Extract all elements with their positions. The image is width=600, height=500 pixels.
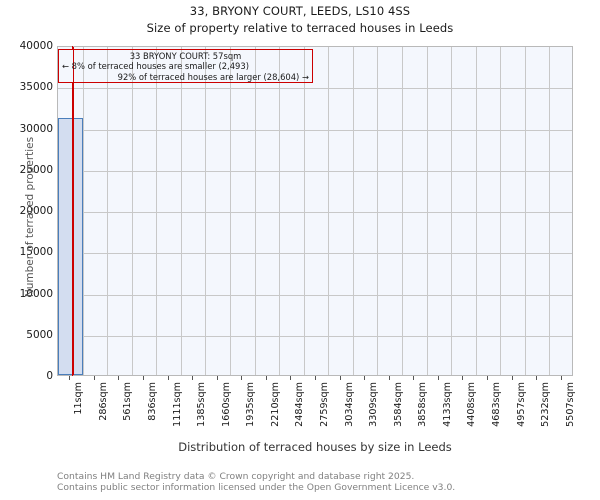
x-axis-tick-label: 836sqm	[147, 382, 158, 421]
x-axis-tick-mark	[438, 376, 439, 380]
property-marker-line-stub	[71, 46, 74, 49]
gridline	[427, 47, 428, 375]
x-axis-tick-label: 4133sqm	[441, 382, 453, 427]
x-axis-tick-mark	[561, 376, 562, 380]
x-axis-tick-mark	[512, 376, 513, 380]
y-axis-tick-label: 35000	[19, 81, 53, 94]
x-axis-tick-mark	[241, 376, 242, 380]
x-axis-tick-label: 286sqm	[97, 382, 109, 421]
x-axis-tick-mark	[389, 376, 390, 380]
x-axis-tick-mark	[118, 376, 119, 380]
attribution-footer: Contains HM Land Registry data © Crown c…	[57, 471, 455, 494]
gridline	[279, 47, 280, 375]
gridline	[353, 47, 354, 375]
annotation-larger-pct: 92% of terraced houses are larger (28,60…	[117, 71, 309, 82]
x-axis-tick-label: 3034sqm	[343, 382, 355, 427]
gridline	[58, 212, 572, 213]
x-axis-tick-label: 5507sqm	[564, 382, 576, 427]
x-axis-tick-mark	[168, 376, 169, 380]
y-axis-tick-label: 30000	[19, 122, 53, 135]
plot-area	[57, 46, 573, 376]
gridline	[255, 47, 256, 375]
property-marker-line-extension	[71, 83, 74, 376]
x-axis-tick-label: 3858sqm	[417, 382, 429, 427]
y-axis: 0 5000 10000 15000 20000 25000 30000 35000 40000	[0, 0, 53, 500]
x-axis-tick-mark	[462, 376, 463, 380]
x-axis-tick-mark	[266, 376, 267, 380]
x-axis-tick-mark	[315, 376, 316, 380]
property-annotation-box: 33 BRYONY COURT: 57sqm ← 8% of terraced …	[58, 49, 313, 83]
gridline	[58, 336, 572, 337]
x-axis-tick-label: 11sqm	[73, 382, 85, 415]
y-axis-tick-label: 40000	[19, 40, 53, 52]
property-marker-line	[72, 47, 75, 375]
y-axis-tick-label: 5000	[26, 328, 53, 341]
x-axis-tick-label: 4408sqm	[466, 382, 478, 427]
annotation-smaller-pct: ← 8% of terraced houses are smaller (2,4…	[62, 61, 249, 72]
y-axis-tick-label: 0	[46, 370, 53, 382]
gridline	[549, 47, 550, 375]
gridline	[156, 47, 157, 375]
gridline	[230, 47, 231, 375]
x-axis-tick-label: 3309sqm	[368, 382, 380, 427]
gridline	[58, 88, 572, 89]
chart-title: 33, BRYONY COURT, LEEDS, LS10 4SS	[189, 4, 411, 18]
x-axis-tick-mark	[536, 376, 537, 380]
y-axis-title: Number of terraced properties	[24, 136, 36, 298]
gridline	[205, 47, 206, 375]
x-axis-tick-label: 1385sqm	[196, 382, 208, 427]
gridline	[83, 47, 84, 375]
bar	[58, 118, 83, 375]
gridline	[525, 47, 526, 375]
gridline	[58, 253, 572, 254]
x-axis-tick-label: 5232sqm	[540, 382, 552, 427]
x-axis-tick-label: 1935sqm	[245, 382, 257, 427]
y-axis-tick-label: 15000	[19, 246, 53, 259]
x-axis-tick-label: 1660sqm	[220, 382, 232, 427]
x-axis-tick-mark	[69, 376, 70, 380]
footer-line-1: Contains HM Land Registry data © Crown c…	[57, 471, 415, 482]
y-axis-tick-label: 20000	[19, 205, 53, 217]
x-axis-tick-mark	[94, 376, 95, 380]
gridline	[500, 47, 501, 375]
x-axis-tick-mark	[290, 376, 291, 380]
y-axis-tick-label: 25000	[19, 163, 53, 176]
gridline	[181, 47, 182, 375]
chart-subtitle: Size of property relative to terraced ho…	[146, 21, 454, 35]
gridline	[304, 47, 305, 375]
x-axis-tick-label: 4683sqm	[491, 382, 502, 427]
x-axis-tick-label: 561sqm	[122, 382, 134, 421]
gridline	[132, 47, 133, 375]
x-axis-tick-mark	[487, 376, 488, 380]
y-axis-tick-label: 10000	[19, 287, 53, 300]
x-axis-tick-label: 4957sqm	[515, 382, 527, 427]
gridline	[58, 130, 572, 131]
gridline	[328, 47, 329, 375]
x-axis-title: Distribution of terraced houses by size …	[178, 440, 452, 454]
gridline	[476, 47, 477, 375]
x-axis-tick-mark	[143, 376, 144, 380]
x-axis-tick-label: 2759sqm	[319, 382, 330, 427]
x-axis-tick-mark	[340, 376, 341, 380]
gridline	[107, 47, 108, 375]
footer-line-2: Contains public sector information licen…	[57, 482, 456, 494]
x-axis-tick-label: 1111sqm	[171, 382, 183, 427]
x-axis-tick-label: 2484sqm	[294, 382, 306, 427]
x-axis-tick-mark	[413, 376, 414, 380]
x-axis-tick-mark	[217, 376, 218, 380]
x-axis-tick-label: 3584sqm	[392, 382, 404, 427]
gridline	[402, 47, 403, 375]
x-axis-tick-mark	[192, 376, 193, 380]
x-axis-tick-mark	[364, 376, 365, 380]
gridline	[58, 295, 572, 296]
gridline	[377, 47, 378, 375]
x-axis-tick-label: 2210sqm	[269, 382, 281, 427]
gridline	[451, 47, 452, 375]
annotation-property-size: 33 BRYONY COURT: 57sqm	[129, 51, 242, 61]
gridline	[58, 171, 572, 172]
